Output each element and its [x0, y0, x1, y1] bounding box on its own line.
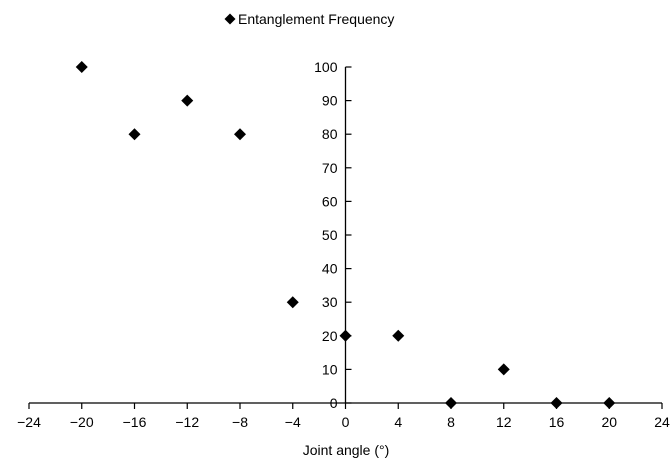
y-tick-label: 40	[322, 261, 338, 277]
chart-legend: Entanglement Frequency	[224, 11, 394, 27]
y-tick-label: 60	[322, 193, 338, 209]
y-tick-label: 90	[322, 93, 338, 109]
y-tick-label: 30	[322, 294, 338, 310]
data-points	[75, 61, 616, 409]
data-point	[497, 363, 510, 376]
x-tick-label: −24	[17, 414, 41, 430]
y-tick-label: 80	[322, 126, 338, 142]
data-point	[550, 397, 563, 409]
data-point	[339, 329, 352, 342]
legend-marker-diamond	[224, 13, 236, 25]
x-tick-label: −12	[175, 414, 199, 430]
data-point	[603, 397, 616, 409]
y-tick-label: 50	[322, 227, 338, 243]
data-point	[234, 128, 246, 141]
legend-label: Entanglement Frequency	[238, 11, 394, 27]
y-tick-label: 70	[322, 160, 338, 176]
x-tick-label: 16	[549, 414, 565, 430]
x-tick-label: 12	[496, 414, 512, 430]
x-tick-label: −16	[123, 414, 147, 430]
data-point	[445, 397, 457, 409]
y-tick-label: 0	[330, 395, 338, 411]
data-point	[181, 94, 194, 107]
y-tick-label: 20	[322, 328, 338, 344]
x-tick-label: −20	[70, 414, 94, 430]
data-point	[128, 128, 141, 141]
data-point	[75, 61, 88, 73]
x-tick-label: −4	[285, 414, 301, 430]
x-tick-label: −8	[232, 414, 248, 430]
data-point	[286, 296, 299, 309]
x-tick-label: 4	[394, 414, 402, 430]
x-tick-label: 8	[447, 414, 455, 430]
y-tick-label: 10	[322, 361, 338, 377]
x-tick-label: 0	[342, 414, 350, 430]
x-ticks: −24 −20 −16 −12 −8 −4 0 4 8 12 16 20 24	[17, 403, 670, 430]
data-point	[392, 329, 405, 342]
x-tick-label: 20	[601, 414, 617, 430]
y-ticks: 0 10 20 30 40 50 60 70 80 90 100	[314, 59, 352, 411]
y-tick-label: 100	[314, 59, 338, 75]
x-axis-title: Joint angle (°)	[303, 442, 390, 458]
axes: −24 −20 −16 −12 −8 −4 0 4 8 12 16 20 24 0 10 20 30 40 50 6…	[17, 59, 670, 430]
x-tick-label: 24	[654, 414, 670, 430]
